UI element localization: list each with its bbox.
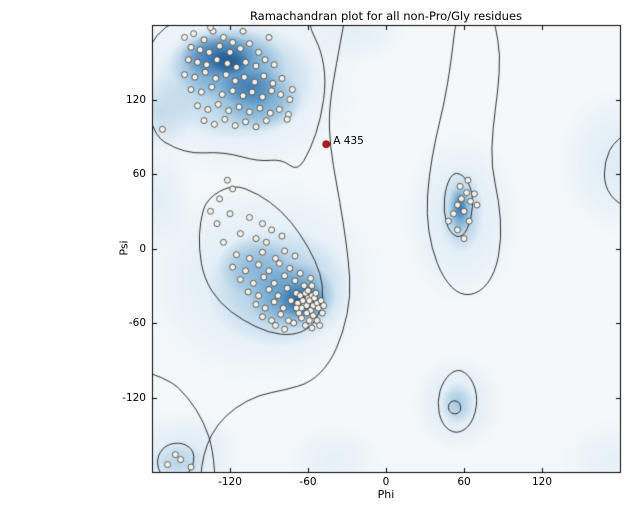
x-tick-label: 60 xyxy=(457,476,471,488)
chart-title: Ramachandran plot for all non-Pro/Gly re… xyxy=(249,9,523,23)
x-tick-label: -120 xyxy=(218,476,242,488)
x-tick-label: 120 xyxy=(531,476,553,488)
x-tick-label: 0 xyxy=(382,476,390,488)
y-tick-label: 0 xyxy=(139,242,146,255)
x-axis-label: Phi xyxy=(377,488,395,501)
y-tick-label: 120 xyxy=(125,93,146,106)
y-tick-label: 60 xyxy=(132,168,146,180)
y-tick-label: -120 xyxy=(122,391,146,404)
y-tick-label: -60 xyxy=(128,317,146,329)
outlier-label: A 435 xyxy=(333,135,364,148)
x-tick-label: -60 xyxy=(299,476,317,488)
